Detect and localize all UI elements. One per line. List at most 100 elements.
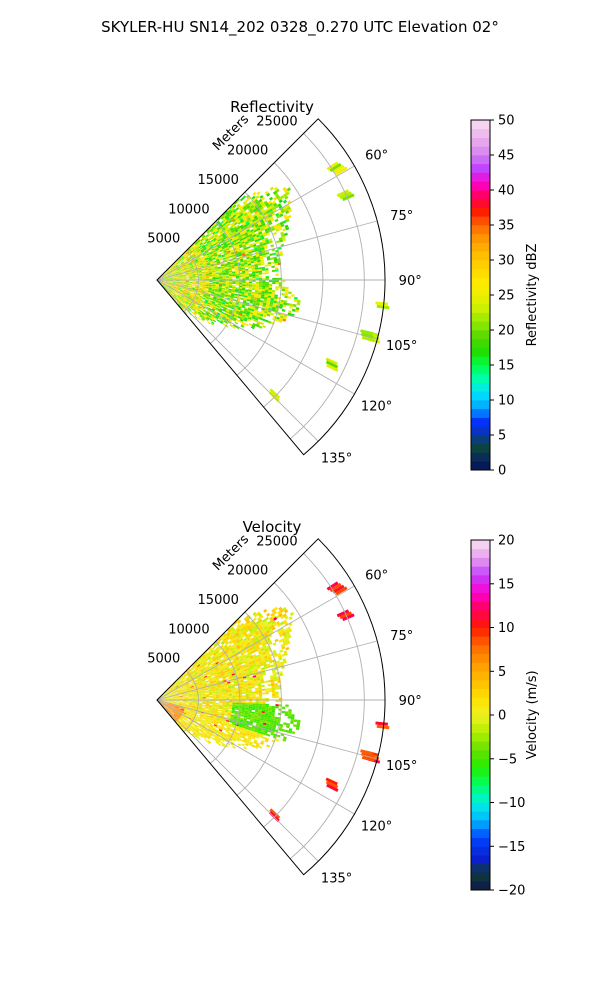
echo-cell xyxy=(236,644,240,649)
echo-cell xyxy=(241,290,246,293)
echo-cell xyxy=(175,259,179,263)
echo-cell xyxy=(215,285,219,287)
echo-cell xyxy=(198,288,202,290)
echo-cell xyxy=(211,662,216,666)
echo-cell xyxy=(229,630,233,634)
echo-cell xyxy=(184,255,188,259)
echo-cell xyxy=(236,232,241,236)
echo-cell xyxy=(278,606,283,611)
echo-cell xyxy=(292,724,297,728)
echo-cell xyxy=(224,645,228,649)
echo-cell xyxy=(213,297,217,300)
echo-cell xyxy=(187,290,191,293)
echo-cell xyxy=(211,230,215,234)
echo-cell xyxy=(238,254,243,257)
echo-cell xyxy=(221,217,226,221)
echo-cell xyxy=(189,670,193,674)
echo-cell xyxy=(268,705,273,708)
echo-cell xyxy=(285,286,289,290)
echo-cell xyxy=(252,225,256,229)
echo-cell xyxy=(212,298,217,301)
echo-cell xyxy=(249,696,253,699)
echo-cell xyxy=(182,279,186,280)
echo-cell xyxy=(181,682,185,685)
echo-cell xyxy=(260,311,264,315)
echo-cell xyxy=(174,293,178,296)
echo-cell xyxy=(219,276,223,278)
echo-cell xyxy=(186,265,190,268)
echo-cell xyxy=(172,282,176,284)
echo-cell xyxy=(272,693,276,696)
echo-cell xyxy=(245,275,249,277)
echo-cell xyxy=(289,611,295,617)
echo-cell xyxy=(265,692,269,695)
echo-cell xyxy=(241,209,246,214)
echo-cell xyxy=(195,242,199,246)
echo-cell xyxy=(235,697,240,699)
echo-cell xyxy=(218,290,222,293)
echo-cell xyxy=(198,271,202,273)
echo-cell xyxy=(199,282,203,284)
echo-cell xyxy=(203,302,208,305)
echo-cell xyxy=(225,702,230,704)
echo-cell xyxy=(214,317,218,321)
echo-cell xyxy=(179,276,183,278)
echo-cell xyxy=(297,719,301,723)
echo-cell xyxy=(204,248,208,252)
echo-cell xyxy=(236,239,241,243)
echo-cell xyxy=(211,288,216,291)
echo-cell xyxy=(231,649,235,653)
echo-cell xyxy=(231,217,235,222)
echo-cell xyxy=(280,615,285,620)
echo-cell xyxy=(258,276,263,279)
echo-cell xyxy=(235,245,240,248)
echo-cell xyxy=(201,233,205,237)
echo-cell xyxy=(226,308,230,311)
echo-cell xyxy=(259,243,264,247)
echo-cell xyxy=(256,191,261,196)
echo-cell xyxy=(228,270,232,273)
echo-cell xyxy=(178,684,182,687)
echo-cell xyxy=(212,646,216,650)
echo-cell xyxy=(242,229,247,233)
echo-cell xyxy=(162,280,167,282)
echo-cell xyxy=(213,238,217,242)
echo-cell xyxy=(174,286,178,289)
echo-cell xyxy=(177,682,181,686)
echo-cell xyxy=(200,249,205,253)
echo-cell xyxy=(245,270,249,273)
echo-cell xyxy=(191,289,195,292)
echo-cell xyxy=(260,628,265,632)
echo-cell xyxy=(189,306,193,310)
echo-cell xyxy=(190,290,195,292)
echo-cell xyxy=(259,211,264,216)
echo-cell xyxy=(172,280,177,281)
echo-cell xyxy=(173,682,176,685)
echo-cell xyxy=(235,694,239,696)
echo-cell xyxy=(285,191,290,196)
echo-cell xyxy=(201,306,205,310)
echo-cell xyxy=(217,647,221,651)
echo-cell xyxy=(200,243,204,246)
echo-cell xyxy=(197,257,201,260)
echo-cell xyxy=(182,275,186,277)
echo-cell xyxy=(254,199,259,203)
echo-cell xyxy=(202,253,206,256)
echo-cell xyxy=(245,706,249,708)
echo-cell xyxy=(214,290,219,292)
echo-cell xyxy=(190,292,194,294)
echo-cell xyxy=(260,220,265,225)
echo-cell xyxy=(268,287,272,290)
echo-cell xyxy=(188,273,193,275)
echo-cell xyxy=(221,290,225,292)
echo-cell xyxy=(199,276,203,278)
echo-cell xyxy=(243,247,248,250)
echo-cell xyxy=(247,201,252,206)
echo-cell xyxy=(175,282,180,284)
echo-cell xyxy=(219,701,223,703)
echo-cell xyxy=(241,204,246,209)
echo-cell xyxy=(185,294,189,297)
echo-cell xyxy=(181,295,185,299)
echo-cell xyxy=(215,308,219,312)
echo-cell xyxy=(271,687,276,690)
